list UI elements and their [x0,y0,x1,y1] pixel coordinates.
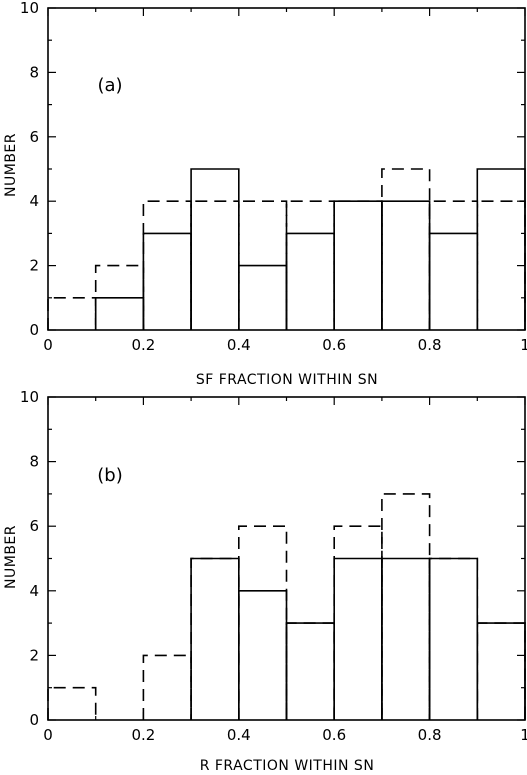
panel-b-xtick-label: 0.2 [131,726,155,744]
panel-a-solid-bar [238,264,288,330]
panel-a-xtick-label: 0.6 [322,336,346,354]
panel-b-dashed-bar [476,622,526,720]
panel-b-xlabel: R FRACTION WITHIN SN [200,758,375,774]
panel-a-solid-bar [190,168,240,330]
panel-b-dashed-bar [190,557,240,720]
panel-b-xtick-label: 0.4 [227,726,251,744]
panel-a-label: (a) [97,75,122,96]
panel-b: NUMBER R FRACTION WITHIN SN (b) 0 0.2 0.4 0… [3,388,527,774]
panel-a-ytick-label: 0 [29,321,39,339]
panel-b-label: (b) [97,465,122,486]
panel-b-dashed-bar [381,493,431,720]
panel-a: NUMBER SF FRACTION WITHIN SN (a) 0 0.2 0.4… [3,0,527,388]
panel-a-xtick-label: 1 [520,336,527,354]
panel-a-dashed-bar [428,200,479,330]
panel-a-dashed-bar [333,200,383,330]
panel-b-dashed-bar [142,654,192,720]
panel-a-solid-bar [428,232,479,330]
panel-a-ytick-label: 8 [29,63,39,81]
panel-a-dashed-bar [285,200,335,330]
panel-b-solid-bar [238,590,288,720]
panel-b-ylabel: NUMBER [3,525,19,589]
panel-a-ytick-label: 4 [29,192,39,210]
panel-b-dashed-bar [333,525,383,720]
panel-a-ytick-label: 2 [29,257,39,275]
panel-a-solid-bar [94,297,145,330]
panel-a-ylabel: NUMBER [3,133,19,197]
panel-a-dashed-bar [142,200,192,330]
panel-a-xtick-label: 0.4 [227,336,251,354]
panel-a-xtick-label: 0.2 [131,336,155,354]
panel-a-dashed-bar [47,297,97,330]
panel-b-ytick-label: 8 [29,453,39,471]
panel-b-dashed-bar [285,622,335,720]
panel-a-xtick-label: 0 [43,336,53,354]
panel-a-solid-bar [142,232,192,330]
panel-b-xtick-label: 0.8 [418,726,442,744]
panel-a-dashed-bar [94,264,145,330]
panel-b-solid-bar [428,557,479,720]
panel-b-xtick-label: 0.6 [322,726,346,744]
panel-a-xlabel: SF FRACTION WITHIN SN [196,372,378,388]
panel-a-ytick-label: 10 [20,0,39,17]
panel-a-xtick-label: 0.8 [418,336,442,354]
panel-b-dashed-bar [47,686,97,720]
panel-b-ytick-label: 0 [29,711,39,729]
panel-b-xtick-label: 1 [520,726,527,744]
panel-b-dashed-bar [238,525,288,720]
panel-b-ytick-label: 2 [29,646,39,664]
panel-b-ytick-label: 6 [29,517,39,535]
panel-a-dashed-bar [476,200,526,330]
panel-b-ytick-label: 4 [29,582,39,600]
panel-a-dashed-bar [190,200,240,330]
panel-b-dashed-bar [428,557,479,720]
panel-a-solid-bar [381,200,431,330]
panel-a-dashed-bar [238,200,288,330]
panel-a-solid-bar [285,232,335,330]
panel-b-ytick-label: 10 [20,388,39,406]
panel-b-solid-bar [476,622,526,720]
panel-b-solid-bar [333,557,383,720]
panel-a-dashed-bar [381,168,431,330]
panel-b-solid-bar [285,622,335,720]
panel-a-ytick-label: 6 [29,128,39,146]
panel-b-xtick-label: 0 [43,726,53,744]
panel-a-solid-bar [333,200,383,330]
panel-b-solid-bar [381,557,431,720]
panel-b-solid-bar [190,557,240,720]
panel-a-solid-bar [476,168,526,330]
